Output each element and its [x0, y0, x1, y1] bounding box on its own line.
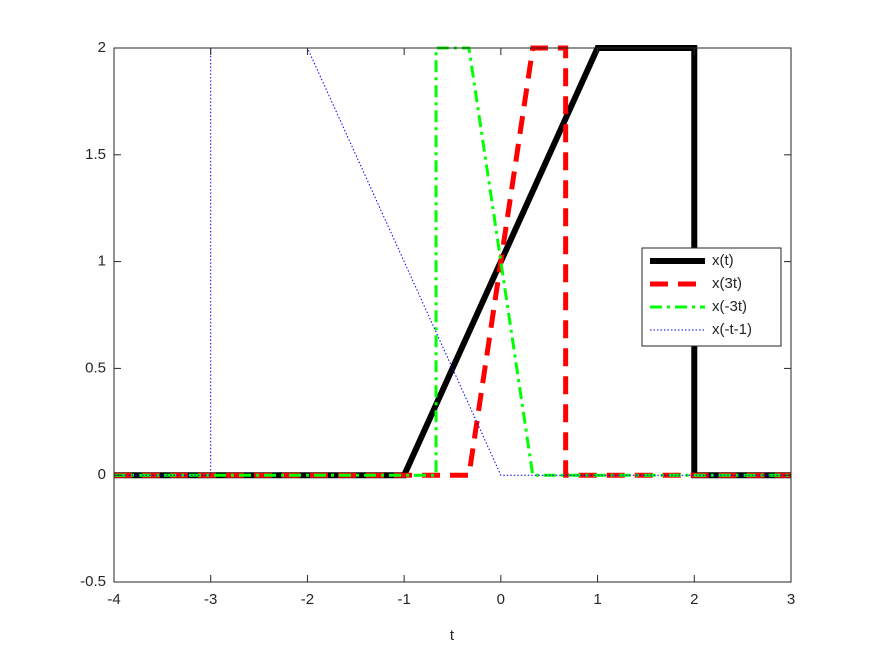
legend-label: x(-t-1) — [712, 321, 752, 338]
legend-label: x(-3t) — [712, 298, 747, 315]
x-tick-label: -2 — [301, 591, 314, 608]
x-axis-label: t — [450, 627, 455, 644]
line-series — [114, 47, 791, 476]
x-tick-label: 0 — [497, 591, 505, 608]
x-tick-label: 3 — [787, 591, 795, 608]
x-tick-label: -3 — [204, 591, 217, 608]
y-tick-label: 1.5 — [85, 146, 106, 163]
y-tick-label: 0.5 — [85, 359, 106, 376]
legend-label: x(3t) — [712, 275, 742, 292]
line-series — [114, 45, 791, 478]
x-tick-label: 2 — [690, 591, 698, 608]
x-tick-label: -4 — [107, 591, 120, 608]
legend: x(t) x(3t) x(-3t) x(-t-1) — [641, 247, 782, 347]
y-tick-label: 2 — [98, 39, 106, 56]
y-tick-label: 1 — [98, 253, 106, 270]
axes-box — [113, 47, 792, 583]
x-tick-label: 1 — [593, 591, 601, 608]
x-tick-label: -1 — [397, 591, 410, 608]
line-series — [114, 46, 791, 477]
y-tick-label: -0.5 — [80, 573, 106, 590]
y-tick-label: 0 — [98, 466, 106, 483]
legend-label: x(t) — [712, 252, 734, 269]
